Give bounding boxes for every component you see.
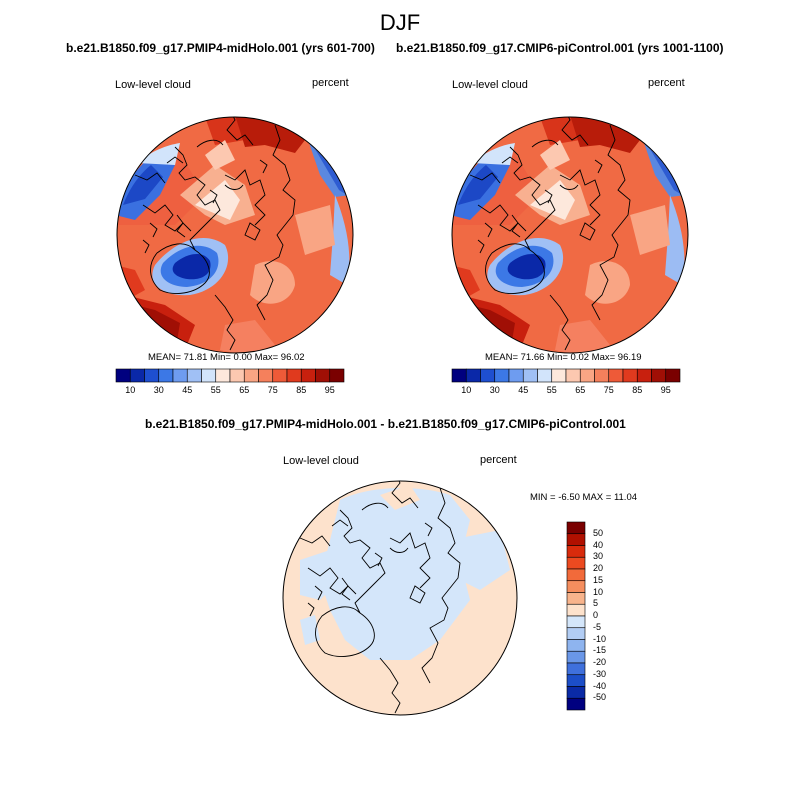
left-colorbar-swatch <box>186 368 202 383</box>
difference-colorbar-swatch <box>566 697 586 711</box>
difference-colorbar-tick-label: 40 <box>593 539 604 550</box>
left-colorbar-swatch <box>115 368 131 383</box>
difference-colorbar-swatch <box>566 568 586 582</box>
right-stats: MEAN= 71.66 Min= 0.02 Max= 96.19 <box>485 352 642 363</box>
left-stats: MEAN= 71.81 Min= 0.00 Max= 96.02 <box>148 352 305 363</box>
left-colorbar-swatch <box>215 368 231 383</box>
right-polar-map <box>451 116 689 354</box>
difference-colorbar-swatch <box>566 592 586 605</box>
left-colorbar-swatch <box>286 368 302 383</box>
difference-colorbar-swatch <box>566 639 586 652</box>
left-colorbar-swatch <box>158 368 174 383</box>
difference-colorbar-tick-label: 5 <box>593 598 599 609</box>
right-colorbar-swatch <box>522 368 538 383</box>
right-colorbar-swatch <box>537 368 553 383</box>
left-colorbar-tick-label: 45 <box>182 385 193 395</box>
right-units-label: percent <box>648 77 685 89</box>
difference-colorbar-swatch <box>566 650 586 664</box>
difference-colorbar-tick-label: -50 <box>593 692 607 703</box>
right-colorbar-swatch <box>651 368 667 383</box>
right-colorbar-swatch <box>551 368 567 383</box>
difference-colorbar-swatch <box>566 580 586 593</box>
diff-units-label: percent <box>480 454 517 466</box>
difference-colorbar-swatch <box>566 627 586 640</box>
right-colorbar-swatch <box>622 368 638 383</box>
diff-variable-label: Low-level cloud <box>283 455 359 467</box>
right-colorbar-tick-label: 10 <box>461 385 472 395</box>
left-colorbar-swatch <box>144 368 160 383</box>
right-colorbar-tick-label: 85 <box>632 385 643 395</box>
difference-colorbar-tick-label: -5 <box>593 621 602 632</box>
right-colorbar-swatch <box>494 368 510 383</box>
right-colorbar-swatch <box>594 368 610 383</box>
right-colorbar-swatch <box>451 368 467 383</box>
difference-colorbar-tick-label: 50 <box>593 527 604 538</box>
left-colorbar-swatch <box>300 368 316 383</box>
left-colorbar-swatch <box>229 368 245 383</box>
right-colorbar-swatch <box>565 368 581 383</box>
difference-colorbar <box>566 521 586 711</box>
left-panel-title: b.e21.B1850.f09_g17.PMIP4-midHolo.001 (y… <box>66 41 375 55</box>
left-colorbar-tick-label: 85 <box>296 385 307 395</box>
right-colorbar-tick-label: 75 <box>603 385 614 395</box>
right-colorbar-swatch <box>480 368 496 383</box>
right-colorbar-swatch <box>665 368 681 383</box>
difference-colorbar-swatch <box>566 615 586 629</box>
right-colorbar-tick-label: 55 <box>546 385 557 395</box>
difference-colorbar-swatch <box>566 533 586 546</box>
left-colorbar-tick-label: 55 <box>210 385 221 395</box>
left-colorbar-swatch <box>243 368 259 383</box>
right-colorbar-tick-label: 30 <box>489 385 500 395</box>
left-polar-map <box>116 116 354 354</box>
diff-stats: MIN = -6.50 MAX = 11.04 <box>530 492 638 503</box>
right-colorbar-swatch <box>636 368 652 383</box>
difference-colorbar-tick-label: 15 <box>593 574 604 585</box>
right-colorbar-tick-label: 95 <box>660 385 671 395</box>
right-variable-label: Low-level cloud <box>452 79 528 91</box>
left-colorbar-tick-label: 30 <box>153 385 164 395</box>
left-colorbar-swatch <box>329 368 345 383</box>
difference-colorbar-swatch <box>566 674 586 687</box>
difference-colorbar-swatch <box>566 603 586 617</box>
right-panel-title: b.e21.B1850.f09_g17.CMIP6-piControl.001 … <box>394 41 724 55</box>
right-colorbar-swatch <box>465 368 481 383</box>
left-colorbar-swatch <box>315 368 331 383</box>
difference-colorbar-swatch <box>566 556 586 570</box>
right-colorbar <box>451 368 681 383</box>
difference-colorbar-tick-label: -15 <box>593 645 607 656</box>
difference-colorbar-swatch <box>566 686 586 699</box>
right-colorbar-tick-label: 65 <box>575 385 586 395</box>
left-colorbar-tick-label: 75 <box>267 385 278 395</box>
left-colorbar-tick-label: 95 <box>324 385 335 395</box>
diff-panel-title: b.e21.B1850.f09_g17.PMIP4-midHolo.001 - … <box>145 417 626 431</box>
left-colorbar-swatch <box>129 368 145 383</box>
left-colorbar-swatch <box>172 368 188 383</box>
left-units-label: percent <box>312 77 349 89</box>
left-colorbar-tick-label: 65 <box>239 385 250 395</box>
difference-colorbar-tick-label: -20 <box>593 657 607 667</box>
difference-polar-map <box>282 480 518 716</box>
difference-colorbar-tick-label: -30 <box>593 668 607 679</box>
difference-colorbar-tick-label: 0 <box>593 610 599 620</box>
left-variable-label: Low-level cloud <box>115 79 191 91</box>
difference-colorbar-swatch <box>566 521 586 535</box>
right-colorbar-swatch <box>508 368 524 383</box>
right-colorbar-swatch <box>579 368 595 383</box>
difference-colorbar-tick-label: 30 <box>593 551 604 562</box>
difference-colorbar-swatch <box>566 545 586 558</box>
difference-colorbar-swatch <box>566 662 586 676</box>
season-title: DJF <box>379 10 421 35</box>
right-colorbar-tick-label: 45 <box>518 385 529 395</box>
left-colorbar-swatch <box>201 368 217 383</box>
difference-colorbar-tick-label: 20 <box>593 563 604 573</box>
left-colorbar <box>115 368 345 383</box>
difference-colorbar-tick-label: 10 <box>593 586 604 597</box>
left-colorbar-tick-label: 10 <box>125 385 136 395</box>
left-colorbar-swatch <box>258 368 274 383</box>
difference-colorbar-tick-label: -40 <box>593 680 607 691</box>
difference-colorbar-tick-label: -10 <box>593 633 607 644</box>
left-colorbar-swatch <box>272 368 288 383</box>
right-colorbar-swatch <box>608 368 624 383</box>
